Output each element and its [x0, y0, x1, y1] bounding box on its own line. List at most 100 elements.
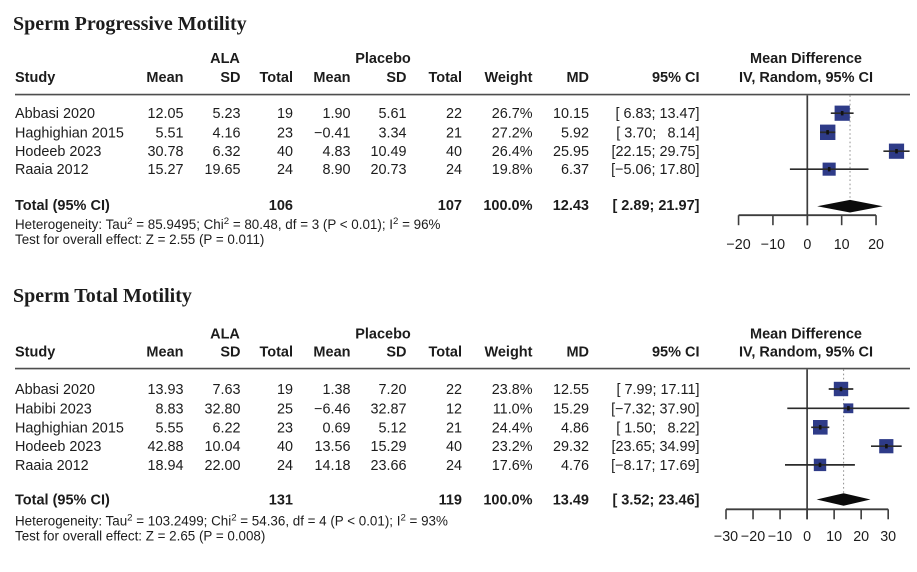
svg-text:−6.46: −6.46 — [314, 401, 350, 417]
svg-text:Total (95% CI): Total (95% CI) — [15, 198, 110, 214]
svg-text:[−7.32; 37.90]: [−7.32; 37.90] — [611, 401, 699, 417]
svg-text:106: 106 — [269, 198, 293, 214]
svg-text:7.20: 7.20 — [378, 382, 406, 398]
svg-text:23: 23 — [277, 125, 293, 141]
svg-text:0: 0 — [803, 529, 811, 545]
svg-text:100.0%: 100.0% — [483, 493, 532, 509]
svg-text:Heterogeneity: Tau2 = 103.2499: Heterogeneity: Tau2 = 103.2499; Chi2 = 5… — [15, 512, 448, 528]
svg-text:Hodeeb 2023: Hodeeb 2023 — [15, 439, 101, 455]
svg-text:5.92: 5.92 — [561, 125, 589, 141]
svg-text:MD: MD — [566, 345, 589, 361]
svg-text:[ 7.99; 17.11]: [ 7.99; 17.11] — [617, 382, 700, 398]
svg-text:12.05: 12.05 — [147, 106, 183, 122]
svg-text:Test for overall effect: Z = 2: Test for overall effect: Z = 2.65 (P = 0… — [15, 528, 265, 543]
svg-text:Sperm Progressive Motility: Sperm Progressive Motility — [13, 13, 247, 35]
svg-text:8.90: 8.90 — [322, 162, 350, 178]
svg-text:[ 3.52; 23.46]: [ 3.52; 23.46] — [612, 493, 699, 509]
svg-text:Heterogeneity: Tau2 = 85.9495;: Heterogeneity: Tau2 = 85.9495; Chi2 = 80… — [15, 216, 441, 232]
svg-text:23.8%: 23.8% — [492, 382, 533, 398]
svg-text:Weight: Weight — [484, 345, 532, 361]
svg-text:Total: Total — [259, 70, 293, 86]
svg-text:21: 21 — [446, 420, 462, 436]
svg-text:−20: −20 — [741, 529, 765, 545]
svg-text:Abbasi 2020: Abbasi 2020 — [15, 106, 95, 122]
svg-text:MD: MD — [566, 70, 589, 86]
svg-text:Placebo: Placebo — [355, 51, 411, 67]
svg-text:−10: −10 — [768, 529, 792, 545]
svg-text:Total (95% CI): Total (95% CI) — [15, 493, 110, 509]
svg-text:Placebo: Placebo — [355, 326, 411, 342]
svg-text:[ 6.83; 13.47]: [ 6.83; 13.47] — [615, 106, 699, 122]
svg-text:Sperm Total Motility: Sperm Total Motility — [13, 285, 192, 307]
svg-text:10.49: 10.49 — [370, 144, 406, 160]
svg-text:SD: SD — [386, 70, 406, 86]
svg-text:19.65: 19.65 — [204, 162, 240, 178]
svg-text:21: 21 — [446, 125, 462, 141]
svg-text:Habibi 2023: Habibi 2023 — [15, 401, 92, 417]
svg-text:15.29: 15.29 — [553, 401, 589, 417]
svg-text:15.27: 15.27 — [147, 162, 183, 178]
svg-text:13.49: 13.49 — [553, 493, 589, 509]
svg-text:Mean Difference: Mean Difference — [750, 51, 862, 67]
svg-text:40: 40 — [277, 439, 293, 455]
svg-text:4.16: 4.16 — [212, 125, 240, 141]
svg-text:SD: SD — [220, 70, 240, 86]
svg-text:3.34: 3.34 — [378, 125, 406, 141]
svg-text:5.61: 5.61 — [378, 106, 406, 122]
svg-text:23.66: 23.66 — [370, 458, 406, 474]
svg-text:Total: Total — [428, 345, 462, 361]
svg-text:[ 1.50; 8.22]: [ 1.50; 8.22] — [616, 420, 699, 436]
svg-text:4.83: 4.83 — [322, 144, 350, 160]
svg-text:5.51: 5.51 — [155, 125, 183, 141]
svg-text:23: 23 — [277, 420, 293, 436]
svg-text:11.0%: 11.0% — [493, 401, 533, 417]
svg-text:6.22: 6.22 — [212, 420, 240, 436]
svg-text:13.93: 13.93 — [147, 382, 183, 398]
svg-text:40: 40 — [446, 144, 462, 160]
svg-text:30.78: 30.78 — [147, 144, 183, 160]
svg-text:4.76: 4.76 — [561, 458, 589, 474]
svg-text:−0.41: −0.41 — [314, 125, 350, 141]
svg-text:Mean: Mean — [313, 345, 350, 361]
svg-text:Haghighian 2015: Haghighian 2015 — [15, 420, 124, 436]
svg-text:SD: SD — [220, 345, 240, 361]
svg-text:22.00: 22.00 — [204, 458, 240, 474]
svg-text:Raaia 2012: Raaia 2012 — [15, 458, 89, 474]
svg-text:42.88: 42.88 — [147, 439, 183, 455]
svg-text:ALA: ALA — [210, 326, 240, 342]
svg-text:[ 3.70; 8.14]: [ 3.70; 8.14] — [616, 125, 699, 141]
svg-text:ALA: ALA — [210, 51, 240, 67]
svg-text:Haghighian 2015: Haghighian 2015 — [15, 125, 124, 141]
svg-text:32.80: 32.80 — [204, 401, 240, 417]
svg-text:[23.65; 34.99]: [23.65; 34.99] — [611, 439, 699, 455]
svg-text:8.83: 8.83 — [155, 401, 183, 417]
svg-text:15.29: 15.29 — [370, 439, 406, 455]
svg-text:25.95: 25.95 — [553, 144, 589, 160]
svg-text:Raaia 2012: Raaia 2012 — [15, 162, 89, 178]
svg-text:40: 40 — [446, 439, 462, 455]
svg-text:29.32: 29.32 — [553, 439, 589, 455]
svg-text:19: 19 — [277, 106, 293, 122]
svg-text:−20: −20 — [726, 237, 750, 253]
svg-text:10.04: 10.04 — [204, 439, 240, 455]
svg-text:19.8%: 19.8% — [492, 162, 533, 178]
svg-text:6.32: 6.32 — [212, 144, 240, 160]
svg-text:32.87: 32.87 — [370, 401, 406, 417]
svg-text:1.38: 1.38 — [322, 382, 350, 398]
svg-text:24: 24 — [446, 162, 462, 178]
svg-text:27.2%: 27.2% — [492, 125, 533, 141]
svg-text:Abbasi 2020: Abbasi 2020 — [15, 382, 95, 398]
svg-text:1.90: 1.90 — [322, 106, 350, 122]
svg-text:20.73: 20.73 — [370, 162, 406, 178]
svg-text:5.23: 5.23 — [212, 106, 240, 122]
svg-text:13.56: 13.56 — [314, 439, 350, 455]
svg-text:Mean: Mean — [146, 70, 183, 86]
svg-text:12.55: 12.55 — [553, 382, 589, 398]
svg-text:Test for overall effect: Z = 2: Test for overall effect: Z = 2.55 (P = 0… — [15, 232, 264, 247]
svg-text:95% CI: 95% CI — [652, 345, 700, 361]
svg-text:4.86: 4.86 — [561, 420, 589, 436]
svg-text:131: 131 — [269, 493, 293, 509]
svg-text:18.94: 18.94 — [147, 458, 183, 474]
svg-text:20: 20 — [868, 237, 884, 253]
svg-text:20: 20 — [853, 529, 869, 545]
